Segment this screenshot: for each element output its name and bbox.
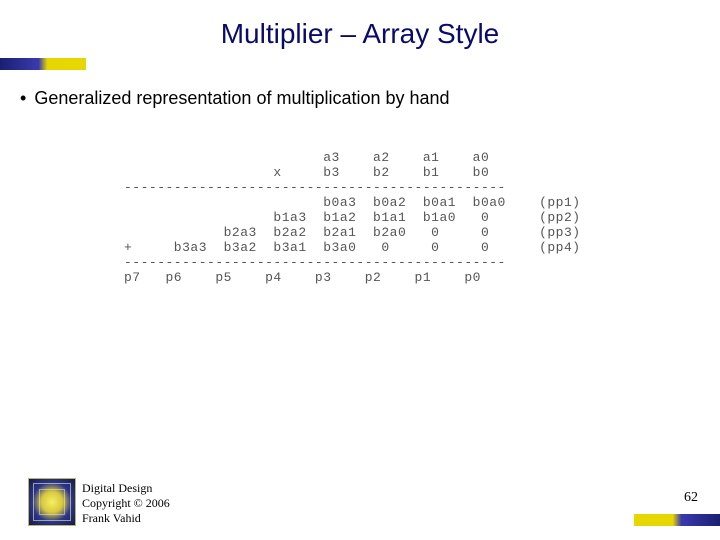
page-number: 62 — [684, 490, 698, 506]
multiplication-table: a3 a2 a1 a0 x b3 b2 b1 b0 --------------… — [124, 150, 581, 285]
footer-line-1: Digital Design — [82, 481, 170, 496]
footer-credits: Digital Design Copyright © 2006 Frank Va… — [82, 481, 170, 526]
bullet-dot: • — [20, 88, 34, 108]
footer-line-2: Copyright © 2006 — [82, 496, 170, 511]
accent-bar-top — [0, 58, 86, 70]
accent-bar-bottom — [634, 514, 720, 526]
bullet-text: Generalized representation of multiplica… — [34, 88, 449, 108]
footer-line-3: Frank Vahid — [82, 511, 170, 526]
bullet-line: •Generalized representation of multiplic… — [20, 88, 450, 109]
page-title: Multiplier – Array Style — [0, 18, 720, 50]
footer-logo — [28, 478, 76, 526]
